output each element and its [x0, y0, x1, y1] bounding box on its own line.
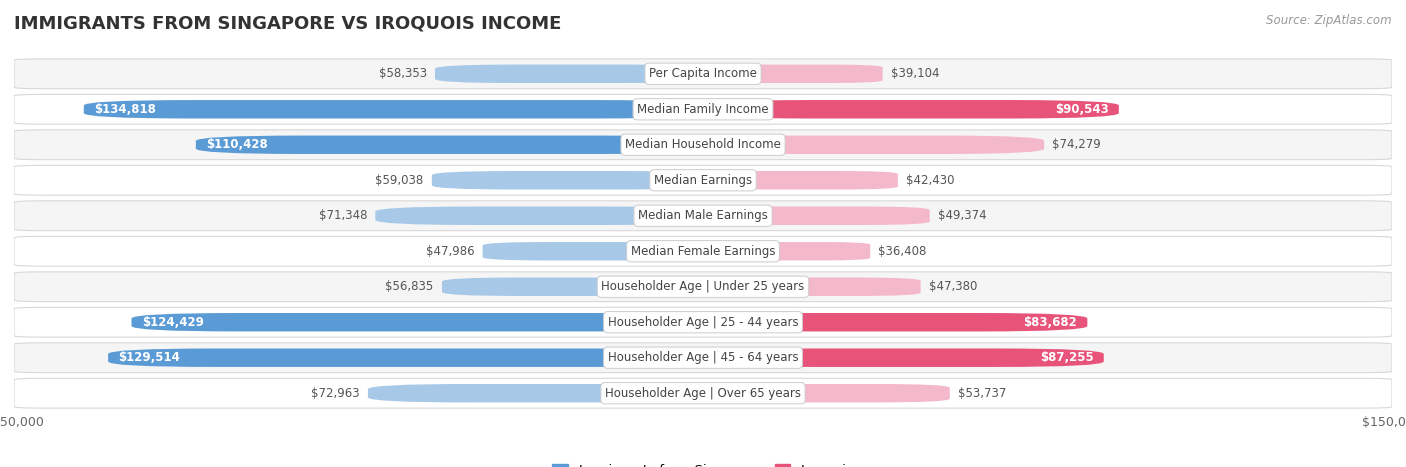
Text: $87,255: $87,255 [1039, 351, 1094, 364]
FancyBboxPatch shape [14, 59, 1392, 89]
FancyBboxPatch shape [703, 135, 1045, 154]
FancyBboxPatch shape [482, 242, 703, 261]
Text: Median Male Earnings: Median Male Earnings [638, 209, 768, 222]
FancyBboxPatch shape [703, 313, 1087, 332]
Text: $42,430: $42,430 [905, 174, 955, 187]
Text: $124,429: $124,429 [142, 316, 204, 329]
Text: $53,737: $53,737 [957, 387, 1007, 400]
Text: Median Household Income: Median Household Income [626, 138, 780, 151]
Text: Householder Age | 25 - 44 years: Householder Age | 25 - 44 years [607, 316, 799, 329]
FancyBboxPatch shape [703, 100, 1119, 119]
Text: Source: ZipAtlas.com: Source: ZipAtlas.com [1267, 14, 1392, 27]
FancyBboxPatch shape [14, 236, 1392, 266]
FancyBboxPatch shape [14, 201, 1392, 231]
FancyBboxPatch shape [368, 384, 703, 403]
FancyBboxPatch shape [703, 171, 898, 190]
Text: $49,374: $49,374 [938, 209, 987, 222]
FancyBboxPatch shape [84, 100, 703, 119]
Text: Householder Age | Under 25 years: Householder Age | Under 25 years [602, 280, 804, 293]
FancyBboxPatch shape [108, 348, 703, 367]
Text: $74,279: $74,279 [1053, 138, 1101, 151]
FancyBboxPatch shape [132, 313, 703, 332]
Text: Median Female Earnings: Median Female Earnings [631, 245, 775, 258]
Legend: Immigrants from Singapore, Iroquois: Immigrants from Singapore, Iroquois [547, 459, 859, 467]
Text: $36,408: $36,408 [879, 245, 927, 258]
Text: Median Family Income: Median Family Income [637, 103, 769, 116]
FancyBboxPatch shape [14, 307, 1392, 337]
Text: $110,428: $110,428 [207, 138, 269, 151]
Text: $56,835: $56,835 [385, 280, 433, 293]
Text: $90,543: $90,543 [1054, 103, 1108, 116]
FancyBboxPatch shape [432, 171, 703, 190]
FancyBboxPatch shape [375, 206, 703, 225]
FancyBboxPatch shape [14, 272, 1392, 302]
Text: $129,514: $129,514 [118, 351, 180, 364]
Text: IMMIGRANTS FROM SINGAPORE VS IROQUOIS INCOME: IMMIGRANTS FROM SINGAPORE VS IROQUOIS IN… [14, 14, 561, 32]
FancyBboxPatch shape [703, 348, 1104, 367]
FancyBboxPatch shape [703, 242, 870, 261]
Text: $39,104: $39,104 [891, 67, 939, 80]
FancyBboxPatch shape [703, 64, 883, 83]
FancyBboxPatch shape [14, 343, 1392, 373]
Text: $72,963: $72,963 [311, 387, 360, 400]
FancyBboxPatch shape [14, 130, 1392, 160]
FancyBboxPatch shape [434, 64, 703, 83]
FancyBboxPatch shape [703, 384, 950, 403]
FancyBboxPatch shape [703, 277, 921, 296]
Text: Median Earnings: Median Earnings [654, 174, 752, 187]
Text: $47,986: $47,986 [426, 245, 474, 258]
Text: Per Capita Income: Per Capita Income [650, 67, 756, 80]
Text: $71,348: $71,348 [319, 209, 367, 222]
Text: $47,380: $47,380 [929, 280, 977, 293]
FancyBboxPatch shape [441, 277, 703, 296]
Text: $134,818: $134,818 [94, 103, 156, 116]
FancyBboxPatch shape [14, 94, 1392, 124]
Text: $58,353: $58,353 [378, 67, 427, 80]
Text: Householder Age | Over 65 years: Householder Age | Over 65 years [605, 387, 801, 400]
Text: Householder Age | 45 - 64 years: Householder Age | 45 - 64 years [607, 351, 799, 364]
Text: $59,038: $59,038 [375, 174, 423, 187]
FancyBboxPatch shape [14, 165, 1392, 195]
Text: $83,682: $83,682 [1024, 316, 1077, 329]
FancyBboxPatch shape [703, 206, 929, 225]
FancyBboxPatch shape [195, 135, 703, 154]
FancyBboxPatch shape [14, 378, 1392, 408]
